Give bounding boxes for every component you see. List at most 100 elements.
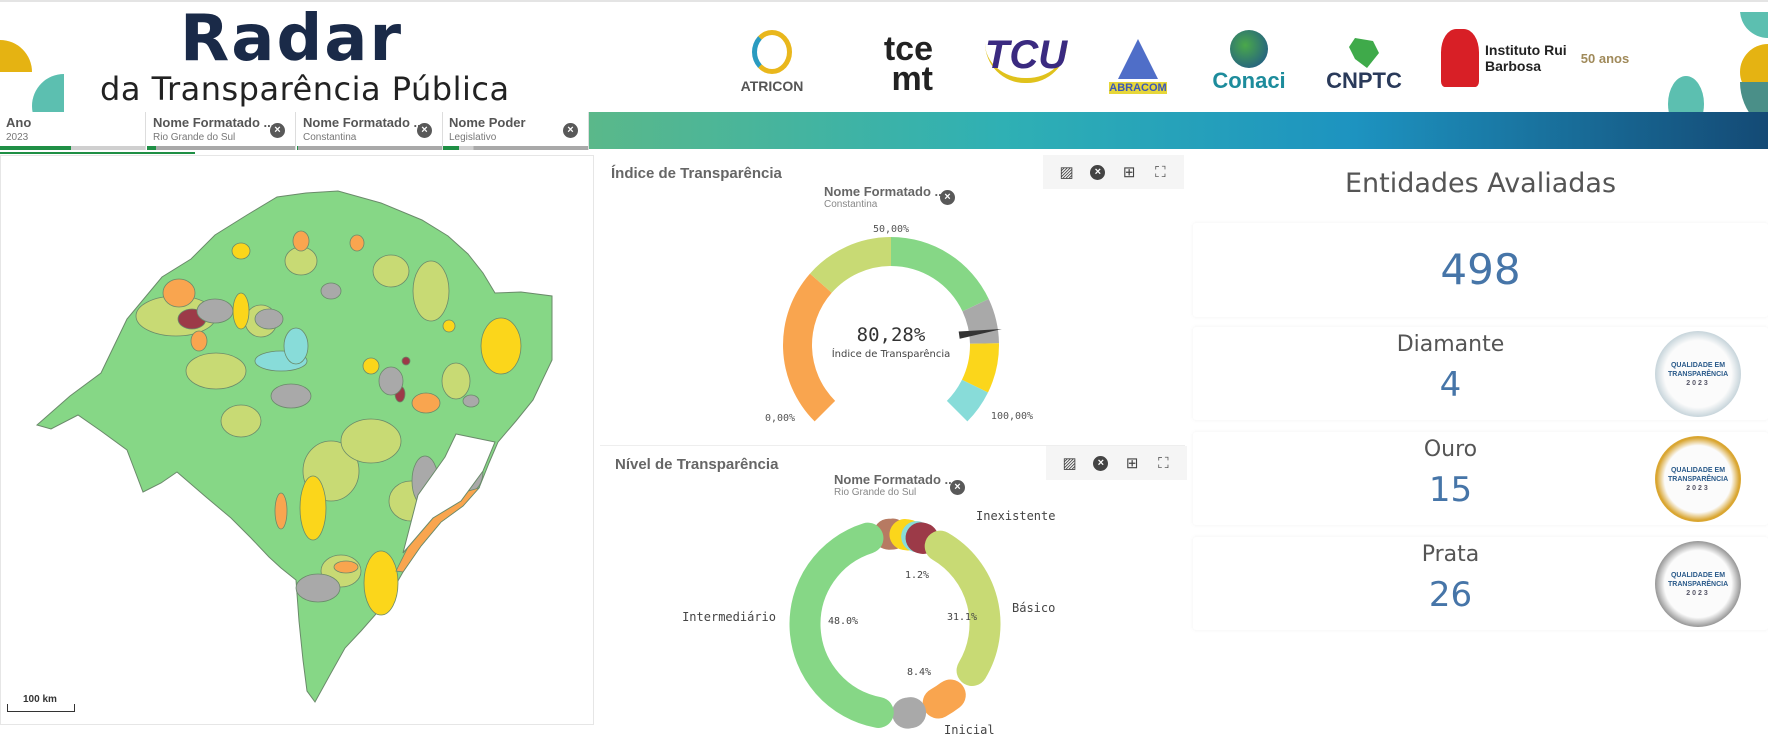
donut-label: Inicial	[944, 723, 995, 737]
total-card: 498	[1193, 223, 1768, 317]
municipality-region[interactable]	[480, 317, 522, 375]
municipality-region[interactable]	[292, 230, 310, 252]
gauge-band-1[interactable]	[809, 237, 891, 293]
total-count: 498	[1440, 245, 1521, 294]
municipality-region[interactable]	[299, 475, 327, 541]
rs-municipalities-map[interactable]	[1, 156, 595, 726]
gauge-band-4[interactable]	[961, 343, 1000, 393]
chip-value: Constantina	[824, 199, 878, 210]
municipality-region[interactable]	[283, 327, 309, 365]
chip-title: Nome Formatado ...	[824, 184, 946, 199]
close-icon[interactable]: ×	[1087, 161, 1109, 183]
municipality-region[interactable]	[295, 573, 341, 603]
municipality-region[interactable]	[162, 278, 196, 308]
municipality-region[interactable]	[254, 308, 284, 330]
gauge-tick-max: 100,00%	[991, 411, 1033, 422]
filter-value: Rio Grande do Sul	[153, 132, 236, 143]
municipality-region[interactable]	[185, 352, 247, 390]
gauge-needle	[958, 328, 1002, 339]
logo-50-anos: 50 anos	[1580, 50, 1630, 66]
panel-title: Nível de Transparência	[615, 456, 779, 473]
brand-title: Radar	[180, 2, 404, 76]
filter-title: Nome Poder	[449, 115, 526, 130]
municipality-region[interactable]	[349, 234, 365, 252]
logo-conaci: Conaci	[1205, 22, 1293, 94]
clear-selection-icon[interactable]: ×	[950, 480, 965, 495]
selection-chip[interactable]: Nome Formatado ... Rio Grande do Sul	[834, 472, 955, 498]
donut-value-label: 48.0%	[828, 616, 858, 627]
municipality-region[interactable]	[401, 356, 411, 366]
municipality-region[interactable]	[333, 560, 359, 574]
map-panel[interactable]: 100 km	[0, 155, 594, 725]
level-card-prata: Prata 26 QUALIDADE EM TRANSPARÊNCIA 2023	[1193, 537, 1768, 630]
municipality-region[interactable]	[190, 330, 208, 352]
brand-subtitle: da Transparência Pública	[100, 70, 510, 108]
municipality-region[interactable]	[232, 292, 250, 330]
municipality-region[interactable]	[274, 492, 288, 530]
gauge-panel: Índice de Transparência ▨ × ⊞ ⛶ Nome For…	[600, 155, 1185, 440]
gauge-band-2[interactable]	[891, 237, 989, 312]
municipality-region[interactable]	[362, 357, 380, 375]
municipality-region[interactable]	[340, 418, 402, 464]
gauge-band-5[interactable]	[946, 379, 988, 422]
municipality-region[interactable]	[220, 404, 262, 438]
filter-ano[interactable]: Ano 2023	[0, 112, 146, 150]
image-icon[interactable]: ▨	[1059, 164, 1074, 181]
level-card-diamante: Diamante 4 QUALIDADE EM TRANSPARÊNCIA 202…	[1193, 327, 1768, 420]
level-label: Diamante	[1396, 332, 1505, 357]
municipality-region[interactable]	[320, 282, 342, 300]
municipality-region[interactable]	[231, 242, 251, 260]
filter-nome-formatado-estado[interactable]: Nome Formatado ... Rio Grande do Sul ×	[147, 112, 296, 150]
panel-toolbar: ▨ × ⊞ ⛶	[1043, 155, 1184, 189]
municipality-region[interactable]	[441, 362, 471, 400]
municipality-region[interactable]	[196, 298, 234, 324]
gold-medal-icon: QUALIDADE EM TRANSPARÊNCIA 2023	[1655, 436, 1741, 522]
donut-label: Inexistente	[976, 509, 1055, 523]
donut-chart[interactable]: Inexistente 1.2% Básico 31.1% Inicial 8.4% Int…	[600, 445, 1185, 742]
municipality-region[interactable]	[372, 254, 410, 288]
filter-nome-formatado-municipio[interactable]: Nome Formatado ... Constantina ×	[297, 112, 443, 150]
image-icon[interactable]: ▨	[1062, 455, 1077, 472]
close-icon[interactable]: ×	[1090, 452, 1112, 474]
gauge-tick-mid: 50,00%	[873, 224, 909, 235]
donut-slice-5[interactable]	[922, 679, 966, 719]
decor-yellow-shape	[0, 40, 32, 72]
panel-toolbar: ▨ × ⊞ ⛶	[1046, 446, 1187, 480]
municipality-region[interactable]	[411, 392, 441, 414]
fullscreen-icon[interactable]: ⛶	[1158, 454, 1169, 472]
logo-atricon: ATRICON	[733, 22, 811, 94]
municipality-region[interactable]	[363, 550, 399, 616]
level-count: 15	[1428, 470, 1473, 510]
level-label: Prata	[1421, 542, 1480, 567]
table-icon[interactable]: ⊞	[1122, 164, 1136, 181]
clear-filter-icon[interactable]: ×	[270, 123, 285, 138]
municipality-region[interactable]	[270, 383, 312, 409]
gauge-chart[interactable]: 80,28% Índice de Transparência 50,00% 0,…	[600, 155, 1185, 440]
selection-chip[interactable]: Nome Formatado ... Constantina	[824, 184, 945, 210]
decor-right-shapes	[1632, 12, 1768, 112]
donut-slice-3[interactable]	[905, 522, 939, 554]
filter-value: Constantina	[303, 132, 357, 143]
donut-slice-7[interactable]	[789, 522, 894, 728]
panel-title: Índice de Transparência	[611, 165, 782, 182]
fullscreen-icon[interactable]: ⛶	[1155, 163, 1166, 181]
donut-panel: Nível de Transparência ▨ × ⊞ ⛶ Nome Form…	[600, 445, 1187, 742]
filter-selection-bar	[443, 146, 588, 150]
clear-filter-icon[interactable]: ×	[563, 123, 578, 138]
filter-nome-poder[interactable]: Nome Poder Legislativo ×	[443, 112, 589, 150]
diamond-medal-icon: QUALIDADE EM TRANSPARÊNCIA 2023	[1655, 331, 1741, 417]
clear-selection-icon[interactable]: ×	[940, 190, 955, 205]
table-icon[interactable]: ⊞	[1125, 455, 1139, 472]
clear-filter-icon[interactable]: ×	[417, 123, 432, 138]
municipality-region[interactable]	[442, 319, 456, 333]
selection-progress-line	[0, 152, 195, 154]
municipality-region[interactable]	[378, 366, 404, 396]
gauge-band-0[interactable]	[783, 273, 836, 422]
filter-title: Ano	[6, 115, 32, 130]
donut-slice-4[interactable]	[924, 530, 1001, 686]
filter-selection-bar	[0, 146, 145, 150]
donut-value-label: 1.2%	[905, 570, 929, 581]
municipality-region[interactable]	[462, 394, 480, 408]
municipality-region[interactable]	[412, 260, 450, 322]
header-banner: Radar da Transparência Pública ATRICON t…	[0, 0, 1768, 113]
